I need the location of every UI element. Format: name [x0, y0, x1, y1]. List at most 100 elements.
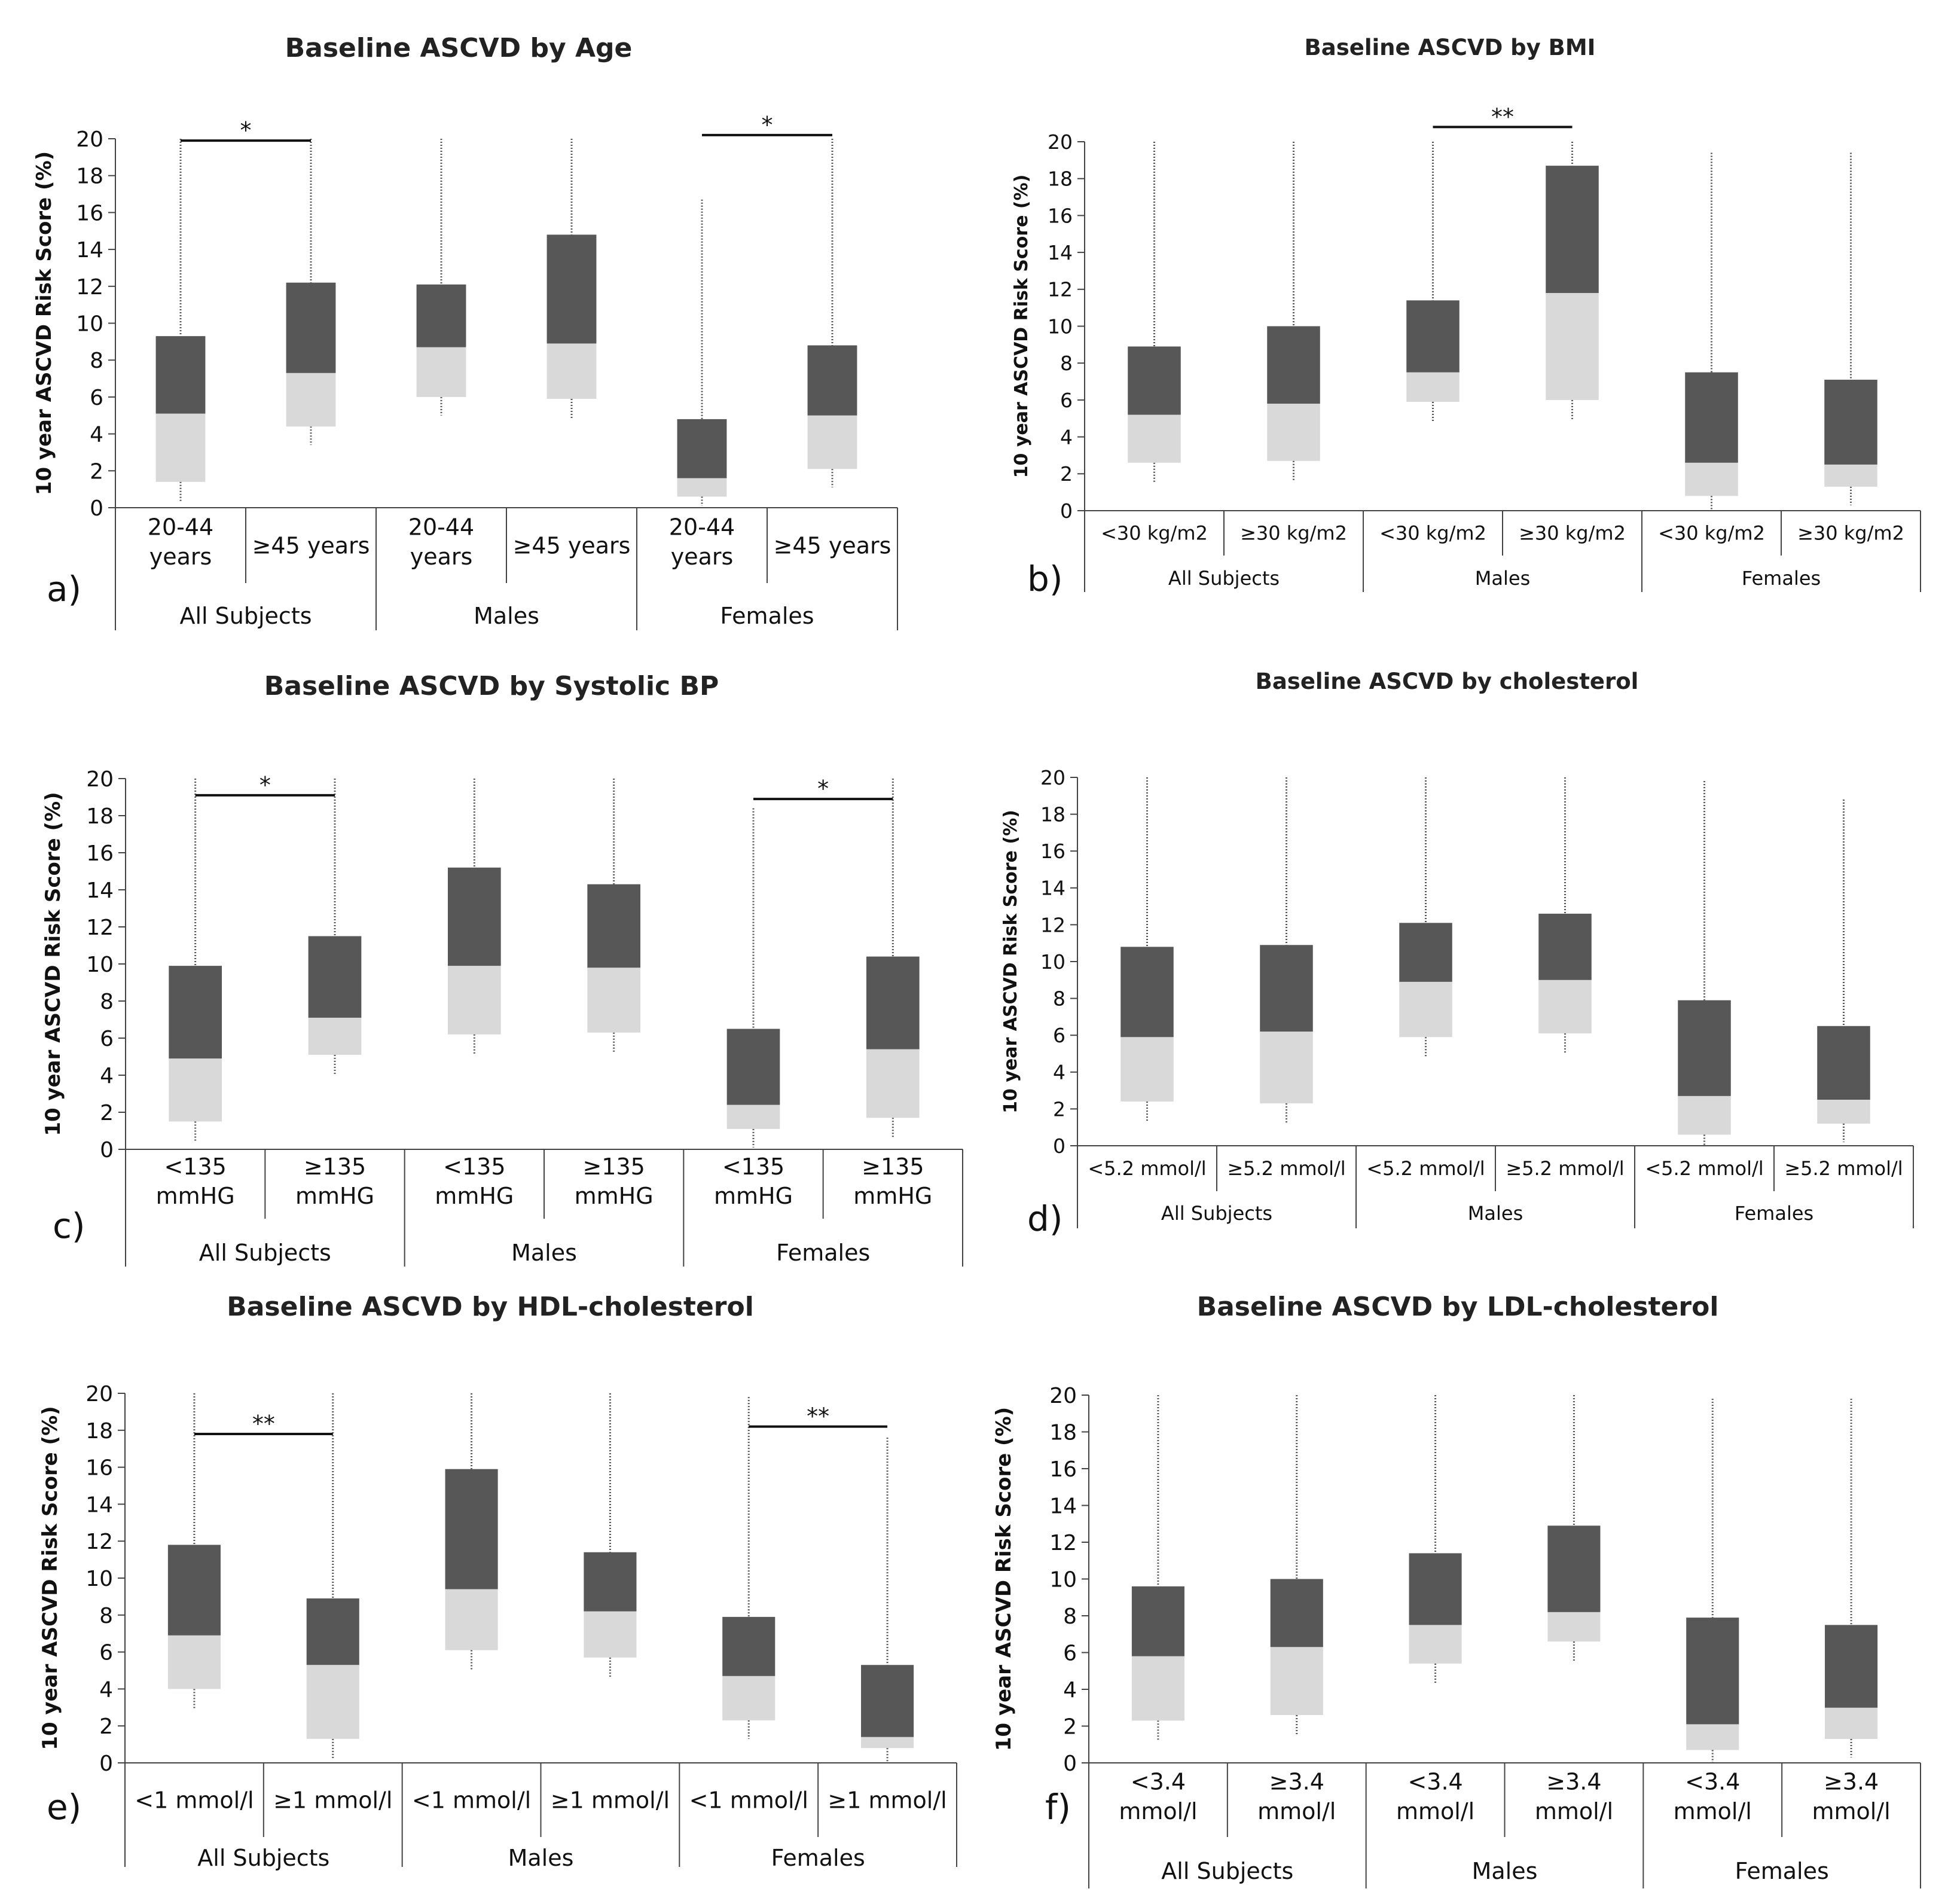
y-tick-label: 0: [1060, 499, 1073, 523]
box-upper-quartile: [1131, 1586, 1184, 1656]
y-tick-label: 16: [1049, 1457, 1077, 1482]
box-upper-quartile: [1538, 913, 1592, 980]
y-tick-label: 2: [90, 459, 103, 484]
y-tick-label: 0: [1063, 1752, 1077, 1776]
box-1: [1120, 777, 1174, 1122]
panel-letter: b): [1027, 559, 1062, 599]
y-tick-label: 18: [86, 804, 114, 829]
box-lower-quartile: [1685, 462, 1738, 496]
y-tick-label: 20: [1049, 1384, 1077, 1408]
box-upper-quartile: [416, 284, 466, 347]
box-lower-quartile: [1678, 1096, 1731, 1135]
x-category-label: ≥5.2 mmol/l: [1506, 1157, 1624, 1180]
box-lower-quartile: [1131, 1656, 1184, 1721]
y-tick-label: 14: [1049, 1494, 1077, 1518]
box-lower-quartile: [1817, 1100, 1870, 1124]
box-upper-quartile: [445, 1469, 498, 1589]
y-tick-label: 0: [1053, 1134, 1065, 1158]
box-upper-quartile: [286, 282, 336, 373]
box-upper-quartile: [306, 1598, 359, 1665]
x-category-label: ≥30 kg/m2: [1240, 522, 1347, 545]
box-upper-quartile: [677, 419, 727, 478]
x-category-label: ≥5.2 mmol/l: [1227, 1157, 1345, 1180]
box-lower-quartile: [1825, 1707, 1878, 1740]
y-tick-label: 0: [100, 1138, 114, 1162]
y-tick-label: 8: [1063, 1604, 1077, 1629]
y-tick-label: 6: [90, 386, 103, 410]
box-lower-quartile: [167, 1635, 221, 1689]
box-lower-quartile: [722, 1676, 775, 1720]
box-1: [1131, 1395, 1184, 1741]
y-tick-label: 8: [90, 349, 103, 373]
y-tick-label: 20: [86, 767, 114, 792]
chart-title: Baseline ASCVD by Systolic BP: [264, 671, 719, 701]
y-tick-label: 14: [86, 878, 114, 903]
significance-marker: *: [259, 772, 271, 798]
box-6: [1817, 799, 1870, 1142]
y-tick-label: 14: [1040, 877, 1065, 900]
y-tick-label: 20: [1040, 766, 1065, 789]
y-tick-label: 4: [1063, 1678, 1077, 1702]
box-3: [416, 139, 466, 416]
x-category-label: <1 mmol/l: [135, 1787, 254, 1813]
y-tick-label: 4: [1060, 425, 1073, 448]
box-lower-quartile: [445, 1589, 498, 1650]
panel-letter: a): [47, 569, 81, 609]
box-upper-quartile: [1406, 300, 1460, 373]
box-upper-quartile: [587, 884, 640, 968]
x-category-label: <1 mmol/l: [689, 1787, 808, 1813]
y-tick-label: 2: [99, 1714, 113, 1739]
box-lower-quartile: [677, 478, 727, 497]
panel-d: Baseline ASCVD by cholesterol 10 year ASC…: [1000, 669, 1914, 1239]
box-6: [866, 779, 920, 1139]
box-5: [722, 1397, 775, 1739]
x-category-label: ≥3.4 mmol/l: [1812, 1769, 1890, 1824]
box-3: [1406, 142, 1460, 422]
y-tick-label: 10: [1040, 950, 1065, 974]
y-tick-label: 6: [1063, 1641, 1077, 1665]
panel-letter: d): [1027, 1198, 1062, 1239]
box-5: [726, 808, 780, 1148]
box-3: [445, 1393, 498, 1671]
box-upper-quartile: [1267, 326, 1320, 404]
box-lower-quartile: [807, 415, 857, 469]
x-category-label: <30 kg/m2: [1658, 522, 1765, 545]
panel-c: Baseline ASCVD by Systolic BP 10 year ASC…: [41, 671, 963, 1267]
significance-marker: **: [1491, 103, 1514, 130]
x-group-label: All Subjects: [1168, 567, 1280, 590]
panel-letter: f): [1045, 1787, 1071, 1827]
box-upper-quartile: [1678, 1000, 1731, 1096]
x-group-label: Males: [474, 603, 539, 629]
box-upper-quartile: [722, 1616, 775, 1676]
box-4: [587, 779, 640, 1053]
box-upper-quartile: [167, 1545, 221, 1636]
box-4: [584, 1393, 637, 1678]
x-group-label: All Subjects: [197, 1845, 329, 1871]
box-lower-quartile: [1538, 980, 1592, 1034]
y-tick-label: 18: [76, 164, 103, 189]
box-upper-quartile: [308, 936, 362, 1018]
box-lower-quartile: [726, 1104, 780, 1129]
box-lower-quartile: [1399, 981, 1452, 1038]
x-category-label: <3.4 mmol/l: [1674, 1769, 1752, 1824]
box-lower-quartile: [155, 413, 206, 482]
box-lower-quartile: [1128, 414, 1181, 463]
y-tick-label: 12: [86, 916, 114, 940]
box-lower-quartile: [169, 1058, 222, 1122]
x-category-label: <135 mmHG: [156, 1154, 235, 1209]
box-6: [807, 139, 857, 488]
y-tick-label: 8: [99, 1604, 113, 1628]
box-1: [167, 1393, 221, 1710]
box-6: [861, 1438, 914, 1763]
box-lower-quartile: [416, 347, 466, 397]
x-category-label: <5.2 mmol/l: [1645, 1157, 1763, 1180]
x-category-label: ≥135 mmHG: [575, 1154, 654, 1209]
box-upper-quartile: [1825, 1625, 1878, 1708]
x-group-label: Males: [1472, 1858, 1538, 1884]
box-2: [1270, 1395, 1323, 1735]
y-tick-label: 20: [1048, 130, 1073, 154]
y-tick-label: 12: [86, 1530, 113, 1554]
x-category-label: ≥45 years: [252, 532, 370, 559]
box-2: [306, 1393, 359, 1759]
y-tick-label: 8: [1060, 352, 1073, 375]
